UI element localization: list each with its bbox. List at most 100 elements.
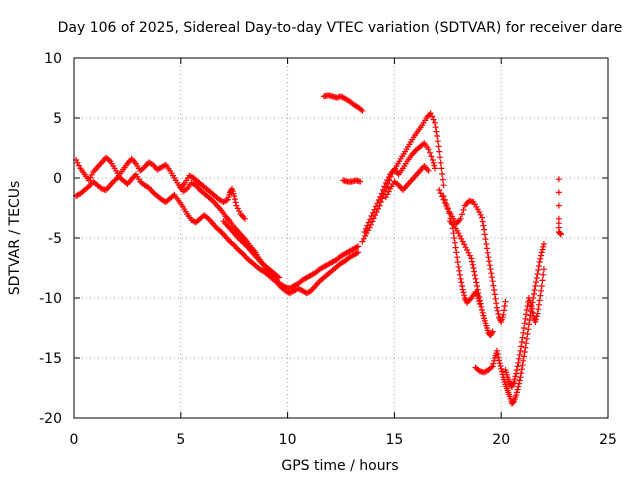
y-tick-label: -20 bbox=[39, 411, 62, 427]
data-point-marker bbox=[525, 326, 532, 333]
data-point-marker bbox=[454, 254, 461, 261]
data-point-marker bbox=[535, 267, 542, 273]
data-point-marker bbox=[523, 340, 530, 347]
data-point-marker bbox=[521, 320, 528, 327]
data-point-marker bbox=[516, 380, 522, 387]
data-point-marker bbox=[232, 199, 239, 206]
x-tick-label: 5 bbox=[176, 432, 185, 448]
data-point-marker bbox=[535, 306, 542, 313]
data-point-marker bbox=[482, 236, 489, 243]
data-point-marker bbox=[381, 183, 388, 190]
data-point-marker bbox=[428, 153, 435, 160]
data-point-marker bbox=[498, 365, 505, 372]
data-point-marker bbox=[459, 283, 466, 289]
data-point-marker bbox=[483, 245, 490, 252]
y-axis-label: SDTVAR / TECUs bbox=[7, 181, 23, 296]
data-point-marker bbox=[502, 298, 509, 305]
data-point-marker bbox=[431, 119, 438, 126]
data-point-marker bbox=[478, 307, 485, 313]
data-point-marker bbox=[469, 258, 476, 265]
data-point-marker bbox=[437, 159, 444, 166]
data-point-marker bbox=[555, 202, 562, 209]
series-track-n bbox=[502, 266, 547, 390]
data-point-marker bbox=[536, 297, 543, 304]
data-point-marker bbox=[233, 202, 240, 209]
data-point-marker bbox=[533, 313, 540, 320]
data-point-marker bbox=[517, 347, 524, 354]
data-point-marker bbox=[516, 351, 523, 358]
data-point-marker bbox=[365, 219, 372, 226]
data-point-marker bbox=[231, 193, 238, 199]
data-point-marker bbox=[473, 283, 480, 289]
data-point-marker bbox=[533, 275, 540, 281]
data-point-marker bbox=[433, 128, 440, 135]
series-track-c bbox=[220, 218, 283, 281]
data-point-marker bbox=[429, 113, 436, 120]
data-point-marker bbox=[513, 389, 520, 396]
data-point-marker bbox=[427, 149, 433, 156]
data-point-marker bbox=[516, 377, 523, 384]
data-point-marker bbox=[540, 241, 547, 247]
x-tick-label: 25 bbox=[599, 432, 617, 448]
data-point-marker bbox=[378, 190, 385, 197]
data-point-marker bbox=[359, 238, 366, 245]
data-point-marker bbox=[475, 295, 482, 302]
data-point-marker bbox=[497, 363, 504, 369]
data-point-marker bbox=[453, 249, 460, 256]
data-point-marker bbox=[523, 307, 530, 313]
data-point-marker bbox=[483, 241, 490, 247]
series-track-i bbox=[382, 163, 432, 201]
data-point-marker bbox=[540, 266, 547, 273]
data-point-marker bbox=[555, 189, 562, 196]
data-point-marker bbox=[484, 249, 491, 256]
data-point-marker bbox=[489, 328, 496, 335]
series-track-a bbox=[73, 154, 362, 292]
data-point-marker bbox=[458, 235, 465, 242]
data-point-marker bbox=[440, 193, 447, 199]
y-tick-label: 0 bbox=[53, 171, 62, 187]
data-point-marker bbox=[458, 279, 465, 286]
data-point-marker bbox=[434, 138, 441, 145]
data-point-marker bbox=[517, 374, 524, 381]
gridlines bbox=[74, 58, 608, 418]
data-point-marker bbox=[536, 259, 543, 265]
data-point-marker bbox=[555, 176, 562, 183]
data-point-marker bbox=[515, 383, 522, 390]
x-tick-labels: 0 5 10 15 20 25 bbox=[70, 432, 617, 448]
data-point-marker bbox=[539, 246, 546, 253]
data-point-marker bbox=[501, 303, 508, 309]
data-point-marker bbox=[533, 279, 540, 285]
series-track-j bbox=[436, 187, 509, 325]
data-point-marker bbox=[487, 266, 494, 273]
data-point-marker bbox=[364, 222, 371, 229]
data-point-marker bbox=[523, 335, 530, 342]
data-point-marker bbox=[519, 362, 526, 369]
data-point-marker bbox=[470, 265, 477, 271]
data-point-marker bbox=[450, 230, 457, 237]
data-point-marker bbox=[476, 209, 483, 215]
x-tick-label: 10 bbox=[279, 432, 297, 448]
data-point-marker bbox=[472, 275, 479, 282]
data-point-marker bbox=[494, 351, 501, 357]
data-point-marker bbox=[537, 255, 544, 262]
data-point-marker bbox=[431, 162, 438, 169]
data-point-marker bbox=[535, 263, 542, 269]
data-point-marker bbox=[492, 295, 499, 302]
data-point-marker bbox=[489, 363, 496, 370]
y-tick-label: 10 bbox=[44, 51, 62, 67]
data-point-marker bbox=[488, 270, 495, 277]
data-point-marker bbox=[461, 292, 468, 299]
data-point-marker bbox=[521, 349, 528, 355]
data-point-marker bbox=[380, 187, 387, 193]
data-point-marker bbox=[361, 229, 368, 235]
data-point-marker bbox=[234, 205, 241, 212]
data-point-marker bbox=[522, 315, 529, 322]
data-point-marker bbox=[372, 203, 379, 210]
data-point-marker bbox=[500, 311, 507, 318]
data-point-marker bbox=[473, 279, 480, 286]
data-point-marker bbox=[481, 226, 488, 233]
data-point-marker bbox=[488, 274, 495, 281]
y-tick-label: -5 bbox=[48, 231, 62, 247]
data-point-marker bbox=[480, 312, 487, 319]
data-point-marker bbox=[464, 247, 471, 253]
